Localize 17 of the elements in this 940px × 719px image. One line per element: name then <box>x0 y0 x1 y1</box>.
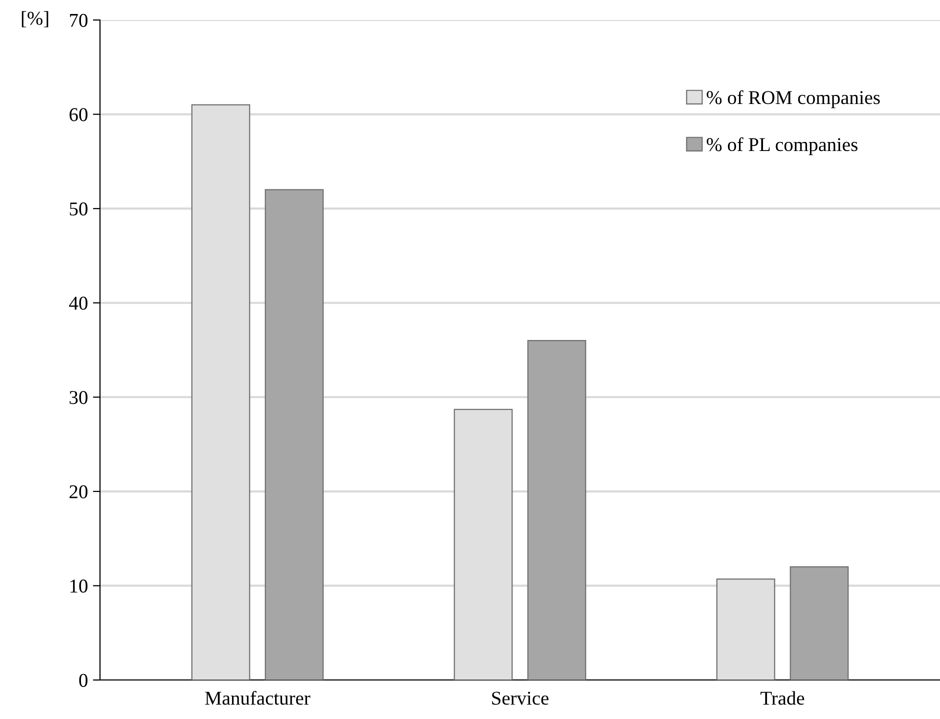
y-tick-label: 40 <box>69 296 88 310</box>
y-tick-label: 50 <box>70 202 88 216</box>
x-tick-label: Trade <box>760 691 804 705</box>
bar <box>264 189 324 680</box>
legend-label: % of ROM companies <box>706 90 880 108</box>
y-axis-title: [%] <box>22 11 48 28</box>
x-tick-label: Manufacturer <box>205 690 310 705</box>
y-tick-label: 60 <box>70 108 88 122</box>
bar <box>790 566 849 680</box>
y-tick-label: 10 <box>70 580 88 593</box>
y-tick-label: 70 <box>70 14 88 27</box>
y-tick-label: 20 <box>70 485 88 498</box>
legend-label: % of PL companies <box>706 137 858 156</box>
x-tick-label: Service <box>492 692 548 705</box>
bar <box>527 340 586 680</box>
y-tick-label: 30 <box>70 390 88 404</box>
y-tick-label: 0 <box>79 674 88 687</box>
